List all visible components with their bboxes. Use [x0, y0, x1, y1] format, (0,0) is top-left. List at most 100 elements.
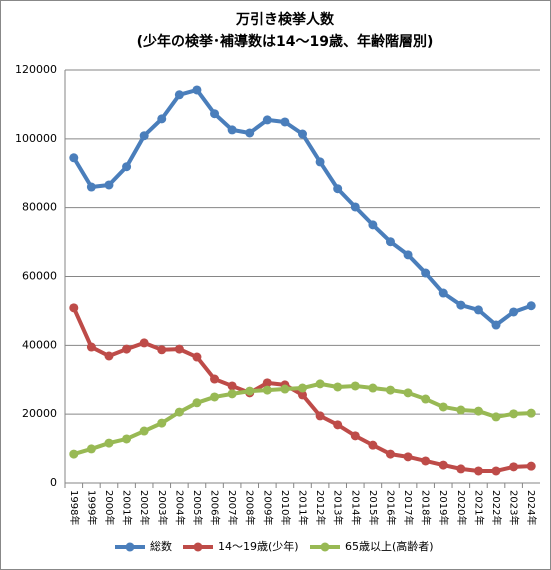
data-point: [350, 202, 360, 212]
data-point: [69, 449, 79, 459]
x-tick-label: 2002年: [138, 490, 151, 525]
data-point: [139, 131, 149, 141]
data-point: [104, 438, 114, 448]
data-point: [298, 390, 307, 400]
data-point: [350, 431, 360, 441]
legend-marker: [125, 542, 135, 552]
x-tick-label: 2016年: [384, 490, 397, 525]
data-point: [403, 250, 413, 260]
y-tick-label: 120000: [15, 63, 57, 76]
y-tick-label: 100000: [15, 132, 57, 145]
data-point: [104, 180, 114, 190]
data-point: [491, 466, 501, 476]
chart-title: 万引き検挙人数: [235, 11, 335, 28]
x-tick-label: 2010年: [279, 490, 292, 525]
data-point: [69, 153, 79, 163]
data-point: [86, 182, 96, 192]
data-point: [526, 461, 536, 471]
data-point: [385, 449, 395, 459]
x-tick-label: 2009年: [261, 490, 274, 525]
data-point: [210, 109, 220, 119]
data-point: [491, 412, 501, 422]
data-point: [139, 338, 149, 348]
x-tick-label: 2011年: [297, 490, 310, 525]
data-point: [174, 344, 184, 354]
data-point: [157, 345, 167, 355]
data-point: [421, 394, 431, 404]
data-point: [509, 462, 519, 472]
data-point: [227, 381, 237, 391]
data-point: [298, 129, 307, 139]
x-tick-label: 2018年: [420, 490, 433, 525]
data-point: [245, 128, 255, 138]
data-point: [438, 402, 448, 412]
data-point: [210, 392, 220, 402]
data-point: [526, 408, 536, 418]
chart-subtitle: (少年の検挙･補導数は14～19歳、年齢階層別): [137, 33, 434, 50]
data-point: [333, 382, 343, 392]
data-point: [368, 383, 378, 393]
x-tick-label: 2015年: [367, 490, 380, 525]
data-point: [157, 418, 167, 428]
y-tick-label: 20000: [22, 407, 57, 420]
x-tick-label: 2024年: [525, 490, 538, 525]
data-point: [192, 85, 202, 95]
data-point: [333, 420, 343, 430]
data-point: [456, 464, 466, 474]
data-point: [280, 384, 290, 394]
x-tick-label: 2013年: [332, 490, 345, 525]
data-point: [491, 320, 501, 330]
data-point: [192, 398, 202, 408]
x-tick-label: 2023年: [508, 490, 521, 525]
data-point: [86, 342, 96, 352]
data-point: [473, 305, 483, 315]
x-tick-label: 2017年: [402, 490, 415, 525]
data-point: [122, 434, 132, 444]
data-point: [262, 385, 272, 395]
legend-marker: [320, 542, 330, 552]
data-point: [192, 352, 202, 362]
data-point: [421, 268, 431, 278]
y-tick-label: 40000: [22, 338, 57, 351]
data-point: [157, 114, 167, 124]
x-tick-label: 2020年: [455, 490, 468, 525]
data-point: [473, 406, 483, 416]
x-tick-label: 2019年: [437, 490, 450, 525]
data-point: [526, 301, 536, 311]
x-tick-label: 1998年: [68, 490, 81, 525]
data-point: [421, 456, 431, 466]
x-tick-label: 2003年: [156, 490, 169, 525]
data-point: [122, 162, 132, 172]
data-point: [509, 307, 519, 317]
data-point: [315, 379, 325, 389]
data-point: [350, 381, 360, 391]
x-tick-label: 2005年: [191, 490, 204, 525]
data-point: [509, 409, 519, 419]
x-tick-label: 2021年: [472, 490, 485, 525]
data-point: [104, 351, 114, 361]
y-tick-label: 60000: [22, 270, 57, 283]
data-point: [262, 115, 272, 125]
x-tick-label: 2006年: [209, 490, 222, 525]
data-point: [438, 460, 448, 470]
data-point: [227, 389, 237, 399]
legend-label: 14～19歳(少年): [218, 539, 299, 553]
y-tick-label: 80000: [22, 201, 57, 214]
x-tick-label: 2000年: [103, 490, 116, 525]
data-point: [403, 388, 413, 398]
x-tick-label: 1999年: [85, 490, 98, 525]
data-point: [385, 385, 395, 395]
data-point: [315, 157, 325, 167]
data-point: [333, 184, 343, 194]
data-point: [438, 288, 448, 298]
data-point: [403, 452, 413, 462]
legend-label: 65歳以上(高齢者): [345, 539, 434, 553]
x-tick-label: 2001年: [121, 490, 134, 525]
legend-marker: [193, 542, 203, 552]
data-point: [456, 405, 466, 415]
y-tick-label: 0: [50, 476, 57, 489]
data-point: [69, 303, 79, 313]
x-tick-label: 2008年: [244, 490, 257, 525]
